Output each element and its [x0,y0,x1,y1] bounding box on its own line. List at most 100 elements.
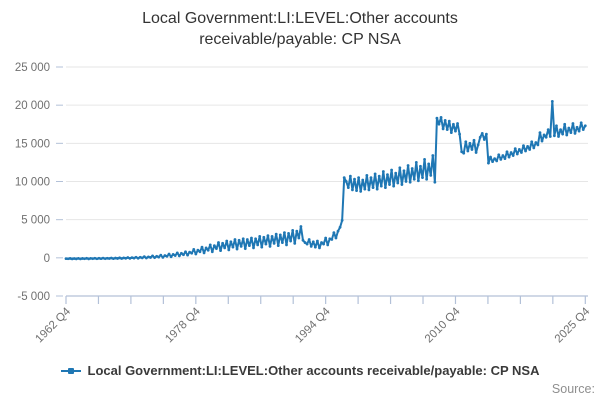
data-point-marker [402,169,406,173]
data-point-marker [476,143,480,147]
data-point-marker [501,154,505,157]
data-point-marker [276,244,280,248]
data-point-marker [221,241,225,245]
data-point-marker [336,229,340,233]
data-point-marker [180,251,183,255]
data-point-marker [447,119,451,123]
data-point-marker [559,128,562,131]
data-point-marker [186,253,189,257]
data-point-marker [202,251,206,255]
data-point-marker [390,168,393,172]
data-point-marker [544,135,548,139]
data-point-marker [550,99,554,103]
data-point-marker [237,238,241,242]
data-point-marker [581,128,585,131]
data-point-marker [429,173,433,177]
data-point-marker [243,247,247,251]
data-point-marker [441,127,445,131]
data-point-marker [89,256,93,260]
data-point-marker [233,238,237,241]
data-point-marker [262,235,266,239]
data-point-marker [64,257,68,260]
data-point-marker [513,147,517,151]
data-point-marker [431,154,435,157]
data-point-marker [153,256,157,260]
data-point-marker [291,228,295,232]
data-point-marker [474,151,478,154]
data-point-marker [171,253,175,256]
data-point-marker [161,255,165,259]
data-point-marker [412,177,416,181]
data-point-marker [565,133,569,137]
data-point-marker [338,225,342,229]
data-point-marker [252,246,255,250]
data-point-marker [190,251,194,255]
data-point-marker [548,135,552,138]
data-point-marker [301,238,305,242]
data-point-marker [462,151,466,155]
data-point-marker [437,122,441,126]
data-point-marker [311,240,315,244]
data-point-marker [377,174,381,178]
data-point-marker [468,141,472,145]
data-point-marker [392,184,396,188]
data-point-marker [217,241,220,244]
data-point-marker [365,173,369,177]
data-point-marker [167,252,171,256]
data-point-marker [534,141,538,144]
data-point-marker [419,164,422,168]
data-point-marker [159,253,163,257]
data-point-marker [320,241,323,244]
data-point-marker [330,238,334,241]
data-point-marker [571,122,575,125]
data-point-marker [280,241,284,244]
data-point-marker [81,257,84,260]
data-point-marker [200,245,204,249]
data-point-marker [536,143,540,147]
y-axis-label: 5 000 [21,215,50,227]
data-point-marker [367,188,371,192]
data-point-marker [210,250,214,254]
data-point-marker [97,256,101,260]
data-point-marker [569,131,573,135]
data-point-marker [398,166,402,170]
data-point-marker [208,243,212,247]
data-point-marker [546,128,550,131]
data-point-marker [239,244,243,248]
data-point-marker [285,243,288,247]
data-point-marker [583,124,587,128]
data-point-marker [406,164,410,167]
y-axis-label: -5 000 [17,291,50,303]
data-point-marker [184,250,187,254]
data-point-marker [443,119,447,122]
data-point-marker [231,245,235,249]
data-point-marker [555,124,558,128]
data-point-marker [215,247,218,251]
data-point-marker [309,244,313,248]
data-point-marker [313,245,317,249]
data-point-marker [458,132,461,136]
data-point-marker [305,242,309,246]
data-point-marker [266,234,270,238]
data-point-marker [134,255,138,259]
data-point-marker [532,146,536,150]
data-point-marker [157,255,161,259]
data-point-marker [375,187,379,191]
y-axis-label: 20 000 [15,100,50,112]
x-axis-label: 1962 Q4 [33,305,73,345]
data-point-marker [454,129,457,133]
chart-legend[interactable]: Local Government:LI:LEVEL:Other accounts… [0,363,600,378]
data-point-marker [557,135,560,138]
data-point-marker [334,236,338,240]
data-point-marker [573,132,577,135]
data-point-marker [561,132,565,136]
data-point-marker [575,125,579,129]
data-point-marker [515,152,519,156]
data-point-marker [206,248,210,252]
data-point-marker [520,151,523,154]
data-point-marker [552,134,556,138]
data-point-marker [254,237,257,241]
data-point-marker [307,238,311,241]
data-point-marker [274,232,278,236]
